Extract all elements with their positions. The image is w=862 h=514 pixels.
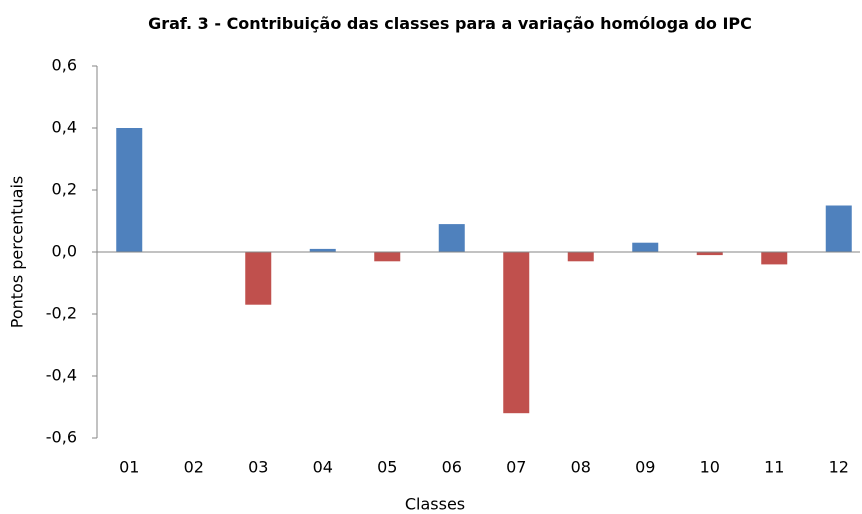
y-tick-label: 0,6 (52, 56, 77, 75)
chart-title: Graf. 3 - Contribuição das classes para … (148, 14, 752, 33)
bar (696, 252, 723, 256)
x-tick-label: 08 (571, 458, 591, 477)
x-tick-label: 10 (700, 458, 720, 477)
x-tick-label: 07 (506, 458, 526, 477)
bar (567, 252, 594, 262)
x-tick-label: 04 (313, 458, 333, 477)
x-tick-label: 05 (377, 458, 397, 477)
bar (761, 252, 788, 265)
x-axis-label: Classes (405, 495, 465, 514)
y-tick-label: 0,4 (52, 118, 77, 137)
x-tick-label: 03 (248, 458, 268, 477)
bar (632, 242, 659, 252)
y-axis-label: Pontos percentuais (8, 176, 27, 329)
bar (116, 128, 143, 252)
y-tick-label: 0,2 (52, 180, 77, 199)
bar (503, 252, 530, 414)
x-tick-label: 06 (442, 458, 462, 477)
y-tick-label: -0,4 (46, 366, 77, 385)
y-tick-label: 0,0 (52, 242, 77, 261)
bar (825, 205, 852, 252)
bar (309, 248, 336, 252)
x-tick-label: 11 (764, 458, 784, 477)
bar (374, 252, 401, 262)
x-tick-label: 12 (829, 458, 849, 477)
y-tick-label: -0,2 (46, 304, 77, 323)
bar (438, 224, 465, 252)
bar (245, 252, 272, 305)
x-tick-label: 09 (635, 458, 655, 477)
y-tick-label: -0,6 (46, 428, 77, 447)
x-tick-label: 02 (184, 458, 204, 477)
x-tick-label: 01 (119, 458, 139, 477)
